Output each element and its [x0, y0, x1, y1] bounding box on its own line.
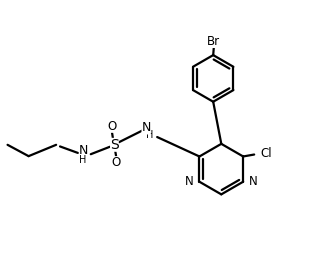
Text: N: N [141, 121, 151, 134]
Text: N: N [249, 175, 258, 188]
Text: N: N [79, 144, 88, 157]
Text: O: O [112, 156, 121, 169]
Text: N: N [185, 175, 194, 188]
Text: O: O [107, 120, 116, 133]
Text: Br: Br [207, 35, 220, 48]
Text: Cl: Cl [260, 147, 272, 160]
Text: S: S [110, 138, 119, 152]
Text: H: H [79, 155, 87, 165]
Text: H: H [146, 130, 154, 140]
